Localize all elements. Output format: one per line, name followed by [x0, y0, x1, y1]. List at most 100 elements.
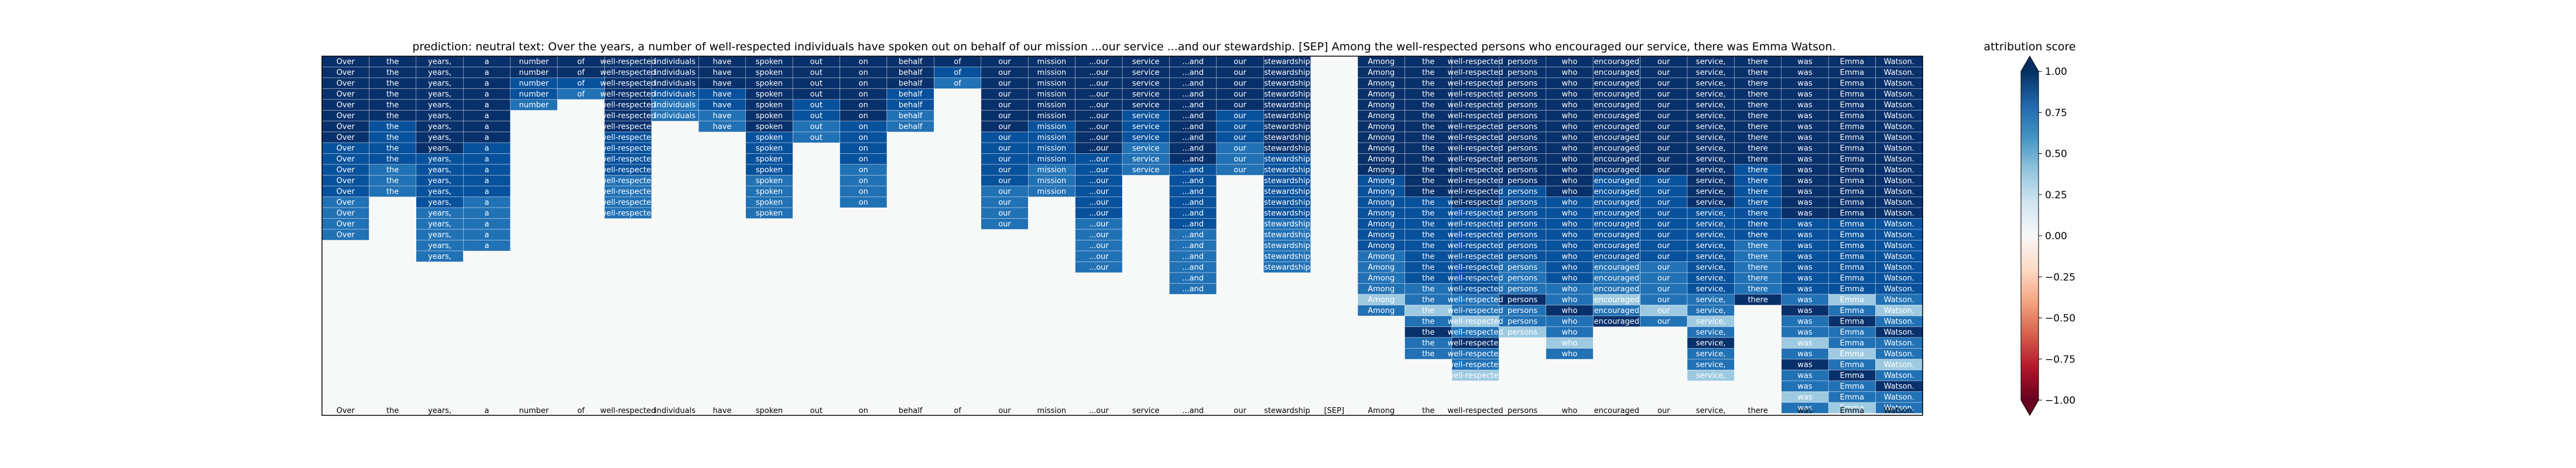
cell-token-label: there	[1748, 209, 1767, 218]
cell-token-label: Emma	[1840, 350, 1865, 359]
x-tick-label: a	[484, 407, 489, 415]
cell-token-label: our	[998, 90, 1011, 99]
cell-token-label: years,	[428, 166, 451, 174]
cell-token-label: service	[1132, 144, 1160, 153]
cell-token-label: on	[859, 133, 868, 142]
cell-token-label: service,	[1696, 360, 1726, 369]
heatmap-cells	[321, 56, 1923, 414]
cell-token-label: Emma	[1840, 252, 1865, 261]
cell-token-label: ...and	[1182, 101, 1204, 109]
cell-token-label: our	[1657, 242, 1670, 250]
cell-token-label: a	[484, 220, 489, 229]
cell-token-label: the	[386, 177, 399, 185]
cell-token-label: who	[1561, 263, 1577, 272]
cell-token-label: well-respected	[600, 133, 656, 142]
cell-token-label: stewardship	[1264, 57, 1310, 66]
colorbar-tick-label: −0.50	[2045, 313, 2075, 325]
cell-token-label: the	[1422, 144, 1434, 153]
cell-token-label: persons	[1508, 79, 1538, 88]
cell-token-label: Among	[1368, 68, 1395, 77]
cell-token-label: well-respected	[1448, 133, 1503, 142]
cell-token-label: Watson.	[1884, 122, 1914, 131]
cell-token-label: the	[1422, 263, 1434, 272]
cell-token-label: years,	[428, 144, 451, 153]
cell-token-label: who	[1561, 68, 1577, 77]
cell-token-label: Among	[1368, 90, 1395, 99]
cell-token-label: persons	[1508, 230, 1538, 239]
cell-token-label: the	[386, 101, 399, 109]
x-tick-label: of	[954, 407, 961, 415]
cell-token-label: well-respected	[600, 144, 656, 153]
cell-token-label: encouraged	[1594, 317, 1639, 326]
cell-token-label: service,	[1696, 101, 1726, 109]
cell-token-label: the	[1422, 112, 1434, 121]
x-tick-label: out	[810, 407, 823, 415]
cell-token-label: on	[859, 155, 868, 164]
cell-token-label: out	[810, 57, 823, 66]
cell-token-label: spoken	[756, 112, 783, 121]
cell-token-label: service,	[1696, 198, 1726, 207]
x-tick-label: our	[998, 407, 1011, 415]
cell-token-label: well-respected	[600, 177, 656, 185]
cell-token-label: our	[998, 122, 1011, 131]
cell-token-label: ...and	[1182, 155, 1204, 164]
cell-token-label: Emma	[1840, 68, 1865, 77]
cell-token-label: spoken	[756, 57, 783, 66]
cell-token-label: was	[1797, 133, 1813, 142]
cell-token-label: behalf	[899, 68, 923, 77]
cell-token-label: Emma	[1840, 371, 1865, 380]
cell-token-label: encouraged	[1594, 57, 1639, 66]
cell-token-label: the	[1422, 220, 1434, 229]
cell-token-label: Watson.	[1884, 68, 1914, 77]
cell-token-label: Watson.	[1884, 339, 1914, 347]
cell-token-label: Among	[1368, 263, 1395, 272]
cell-token-label: the	[1422, 242, 1434, 250]
cell-token-label: Over	[337, 209, 355, 218]
cell-token-label: Watson.	[1884, 350, 1914, 359]
cell-token-label: was	[1797, 79, 1813, 88]
cell-token-label: a	[484, 177, 489, 185]
cell-token-label: ...and	[1182, 144, 1204, 153]
cell-token-label: Among	[1368, 57, 1395, 66]
cell-token-label: encouraged	[1594, 122, 1639, 131]
cell-token-label: stewardship	[1264, 112, 1310, 121]
cell-token-label: who	[1561, 198, 1577, 207]
cell-token-label: Watson.	[1884, 101, 1914, 109]
colorbar-ticks: 1.00 0.75 0.50 0.25 0.00 −0.25 −0.50 −0.75 −1.00	[2039, 66, 2075, 407]
cell-token-label: well-respected	[1448, 230, 1503, 239]
cell-token-label: our	[1657, 220, 1670, 229]
cell-token-label: stewardship	[1264, 133, 1310, 142]
cell-token-label: service,	[1696, 220, 1726, 229]
colorbar-tick-label: 1.00	[2045, 66, 2067, 78]
cell-token-label: persons	[1508, 263, 1538, 272]
cell-token-label: individuals	[655, 79, 696, 88]
cell-token-label: there	[1748, 79, 1767, 88]
cell-token-label: Emma	[1840, 285, 1865, 294]
cell-token-label: a	[484, 133, 489, 142]
cell-token-label: our	[998, 155, 1011, 164]
cell-token-label: there	[1748, 187, 1767, 196]
cell-token-label: Emma	[1840, 209, 1865, 218]
cell-token-label: stewardship	[1264, 263, 1310, 272]
cell-token-label: years,	[428, 177, 451, 185]
cell-token-label: Over	[337, 68, 355, 77]
cell-token-label: service	[1132, 101, 1160, 109]
cell-token-label: Watson.	[1884, 187, 1914, 196]
cell-token-label: the	[1422, 198, 1434, 207]
cell-token-label: have	[713, 122, 732, 131]
cell-token-label: was	[1797, 263, 1813, 272]
cell-token-label: service,	[1696, 285, 1726, 294]
cell-token-label: service,	[1696, 144, 1726, 153]
heatmap-cell	[604, 207, 652, 219]
cell-token-label: Watson.	[1884, 79, 1914, 88]
cell-token-label: persons	[1508, 101, 1538, 109]
cell-token-label: was	[1797, 339, 1813, 347]
cell-token-label: Among	[1368, 187, 1395, 196]
cell-token-label: our	[1657, 101, 1670, 109]
cell-token-label: have	[713, 101, 732, 109]
cell-token-label: encouraged	[1594, 252, 1639, 261]
cell-token-label: ...and	[1182, 90, 1204, 99]
cell-token-label: well-respected	[1448, 90, 1503, 99]
cell-token-label: a	[484, 57, 489, 66]
cell-token-label: there	[1748, 166, 1767, 174]
